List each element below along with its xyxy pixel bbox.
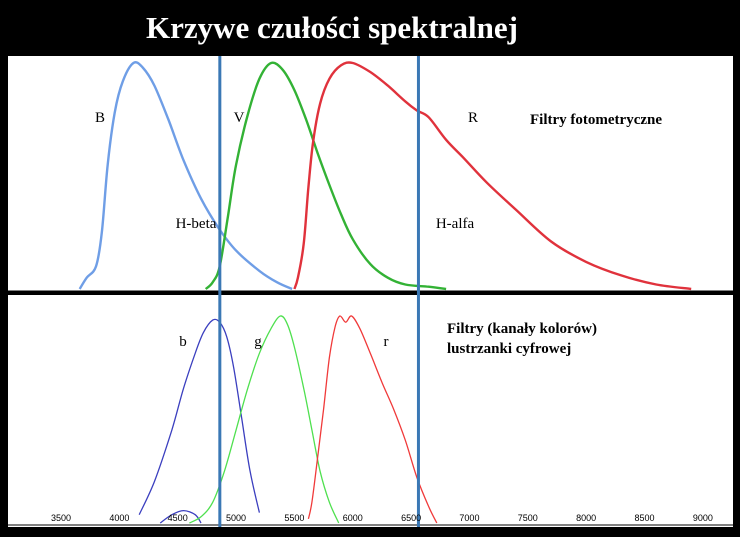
curve-top-r-filter: [293, 61, 692, 291]
marker-label-h-beta: H-beta: [176, 216, 217, 232]
series-label-r: R: [468, 110, 478, 126]
annotation-dslr-channels: Filtry (kanały kolorów) lustrzanki cyfrow…: [447, 321, 597, 357]
x-tick-label: 5500: [284, 513, 304, 523]
x-tick-label: 6000: [343, 513, 363, 523]
curve-bottom-b2-channel: [159, 509, 202, 524]
annotation-photometric-filters: Filtry fotometryczne: [530, 112, 662, 128]
series-label-r-channel: r: [384, 334, 389, 350]
curve-top-v-filter: [204, 61, 447, 291]
page-title: Krzywe czułości spektralnej: [146, 10, 518, 45]
x-tick-label: 4500: [168, 513, 188, 523]
top-panel: [8, 56, 733, 291]
annotation-line-2: lustrzanki cyfrowej: [447, 341, 571, 357]
series-label-b-channel: b: [179, 334, 187, 350]
x-tick-label: 7500: [518, 513, 538, 523]
x-tick-label: 7000: [459, 513, 479, 523]
curve-bottom-r-channel: [307, 315, 438, 524]
title-bar: Krzywe czułości spektralnej: [0, 0, 740, 56]
annotation-line-1: Filtry (kanały kolorów): [447, 321, 597, 337]
x-tick-label: 5000: [226, 513, 246, 523]
x-tick-label: 4000: [109, 513, 129, 523]
series-label-v: V: [234, 110, 245, 126]
curve-top-b-filter: [78, 61, 293, 291]
marker-label-h-alfa: H-alfa: [436, 216, 475, 232]
x-tick-label: 6500: [401, 513, 421, 523]
x-tick-label: 8000: [576, 513, 596, 523]
x-tick-label: 3500: [51, 513, 71, 523]
series-label-g-channel: g: [254, 334, 262, 350]
x-tick-label: 8500: [634, 513, 654, 523]
series-label-b: B: [95, 110, 105, 126]
bottom-panel: [8, 295, 733, 527]
x-tick-label: 9000: [693, 513, 713, 523]
curve-bottom-b-channel: [138, 318, 261, 515]
